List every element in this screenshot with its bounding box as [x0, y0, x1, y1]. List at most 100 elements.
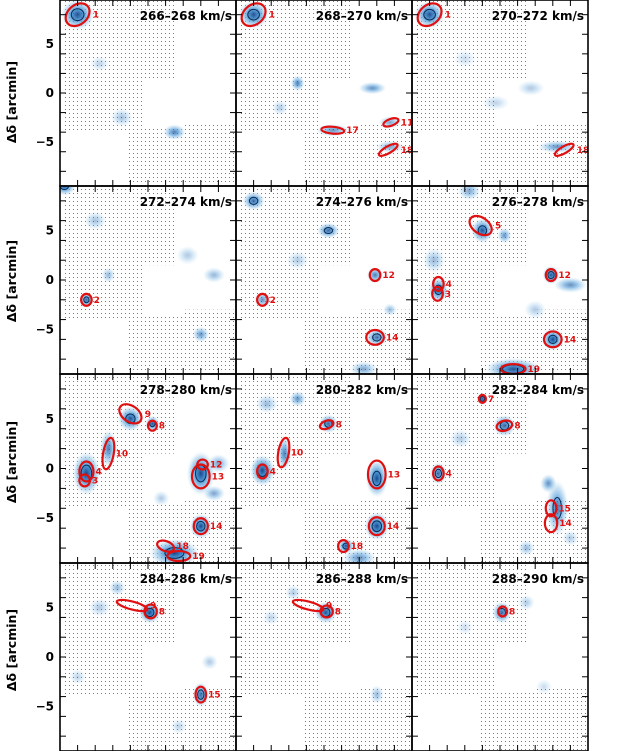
region-label: 14	[210, 522, 223, 532]
emission-blob	[207, 453, 230, 474]
region-label: 19	[528, 365, 541, 375]
emission-blob	[163, 124, 186, 140]
emission-blob	[192, 326, 210, 343]
region-ellipse	[432, 465, 445, 482]
region-label: 7	[488, 395, 494, 405]
emission-contour	[248, 196, 259, 205]
axis-ticks	[60, 186, 236, 374]
emission-contour	[434, 468, 443, 479]
emission-blob	[517, 540, 535, 557]
coverage-grid	[240, 563, 412, 751]
region-ellipse	[416, 2, 443, 28]
region-label: 1	[269, 11, 275, 21]
emission-blob	[101, 267, 116, 283]
emission-blob	[516, 80, 545, 96]
region-ellipse	[115, 598, 149, 613]
channel-panel: 8 10 4 13 14 18 280–282 km/s	[235, 373, 413, 564]
emission-blob	[453, 49, 477, 69]
region-label: 15	[208, 691, 221, 701]
region-ellipse	[553, 142, 575, 157]
region-ellipse	[101, 436, 116, 471]
region-label: 4	[270, 467, 276, 477]
region-ellipse	[495, 419, 514, 433]
region-ellipse	[542, 330, 563, 349]
region-ellipse	[146, 419, 158, 432]
y-tick-label: 0	[46, 650, 54, 664]
emission-contour	[423, 8, 436, 21]
y-axis-label-row-2: Δδ [arcmin]	[4, 240, 19, 322]
emission-blob	[152, 490, 170, 507]
region-ellipse	[366, 459, 387, 490]
emission-blob	[358, 81, 387, 95]
emission-blob	[485, 357, 542, 374]
coverage-grid	[240, 374, 412, 563]
emission-blob	[471, 217, 494, 244]
y-tick-label: 0	[46, 273, 54, 287]
region-ellipse	[368, 268, 382, 283]
region-ellipse	[497, 605, 509, 618]
region-label: 15	[558, 504, 571, 514]
region-label: 9	[150, 602, 156, 612]
emission-contour	[548, 334, 558, 345]
emission-blob	[369, 685, 384, 705]
channel-panel: 2 272–274 km/s 5 0 −5	[36, 185, 237, 375]
region-label: 12	[210, 461, 223, 471]
axis-ticks	[236, 563, 412, 751]
emission-contour	[323, 227, 334, 234]
coverage-grid	[240, 186, 412, 374]
region-label: 10	[291, 449, 304, 459]
emission-blob	[262, 609, 280, 626]
axis-ticks	[60, 563, 236, 751]
coverage-grid	[416, 0, 588, 186]
channel-panel: 1 266–268 km/s 5 0 −5	[36, 0, 237, 187]
emission-contour	[372, 470, 382, 487]
region-ellipse	[190, 463, 211, 490]
region-ellipse	[291, 598, 325, 613]
velocity-range-label: 282–284 km/s	[492, 383, 584, 397]
emission-blob	[271, 99, 289, 116]
region-ellipse	[192, 517, 209, 536]
region-label: 14	[564, 335, 577, 345]
region-label: 8	[336, 421, 342, 431]
emission-blob	[255, 394, 279, 414]
y-axis-labels: Δδ [arcmin] Δδ [arcmin] Δδ [arcmin] Δδ […	[4, 61, 19, 691]
emission-blob	[69, 668, 87, 685]
region-ellipse	[143, 603, 158, 620]
emission-contour	[196, 520, 206, 532]
emission-blob	[60, 0, 95, 31]
region-label: 18	[577, 146, 590, 156]
region-label: 12	[382, 271, 395, 281]
emission-blob	[342, 548, 377, 563]
emission-blob	[365, 459, 389, 498]
channel-panel: 1 18 270–272 km/s	[411, 0, 590, 187]
region-label: 3	[445, 290, 451, 300]
coverage-grid	[64, 0, 236, 186]
region-ellipse	[194, 685, 208, 704]
region-ellipse	[80, 292, 93, 307]
y-tick-label: −5	[36, 511, 54, 525]
region-label: 1	[93, 11, 99, 21]
region-ellipse	[256, 463, 269, 480]
region-ellipse	[382, 117, 400, 128]
region-ellipse	[78, 473, 92, 488]
region-label: 4	[446, 469, 452, 479]
region-label: 8	[514, 422, 520, 432]
region-label: 8	[509, 607, 515, 617]
axis-ticks	[412, 186, 588, 374]
region-ellipse	[468, 214, 493, 237]
channel-panel: 1 17 11 18 268–270 km/s	[235, 0, 413, 187]
region-label: 19	[192, 552, 205, 562]
region-label: 14	[386, 333, 399, 343]
emission-contour	[547, 270, 555, 280]
region-label: 4	[95, 467, 101, 477]
axis-ticks	[412, 563, 588, 751]
region-ellipse	[240, 2, 267, 28]
region-ellipse	[320, 125, 346, 135]
region-label: 9	[145, 410, 151, 420]
emission-blob	[523, 300, 547, 320]
region-ellipse	[256, 292, 269, 307]
emission-blob	[117, 406, 144, 432]
